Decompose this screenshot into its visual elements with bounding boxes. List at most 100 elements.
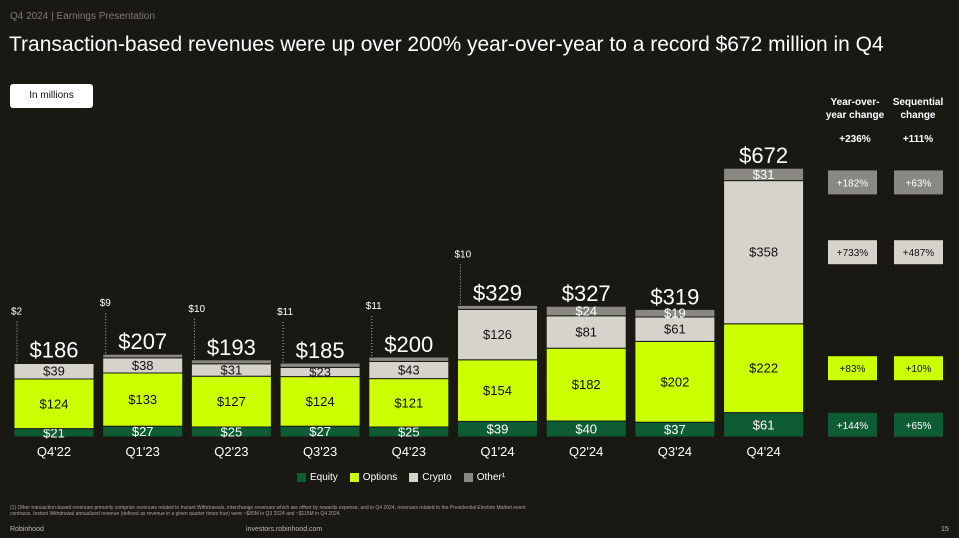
bar-segment-other — [723, 167, 805, 182]
legend-swatch — [349, 473, 359, 482]
slide-title: Transaction-based revenues were up over … — [9, 33, 884, 56]
data-label: $19 — [664, 306, 686, 321]
seq-value-equity: +65% — [906, 421, 932, 432]
bar-segment-other — [634, 308, 716, 318]
yoy-box-options — [828, 356, 877, 381]
data-label: $38 — [132, 358, 154, 373]
bar-segment-crypto — [545, 315, 627, 349]
yoy-value-crypto: +733% — [837, 248, 869, 259]
total-label: $329 — [473, 280, 522, 305]
bar-segment-other — [457, 304, 538, 310]
total-label: $319 — [650, 284, 699, 309]
chart-legend: Equity Options Crypto Other¹ — [297, 472, 505, 483]
x-tick-label: Q1'23 — [126, 444, 160, 459]
x-tick-label: Q3'24 — [658, 444, 692, 459]
data-label: $43 — [398, 363, 420, 378]
data-label: $31 — [753, 167, 775, 182]
data-label: $222 — [749, 361, 778, 376]
legend-item: Other¹ — [463, 472, 506, 483]
legend-label: Other¹ — [476, 472, 506, 483]
data-label: $154 — [483, 383, 512, 398]
x-tick-label: Q4'24 — [746, 444, 780, 459]
total-label: $193 — [207, 335, 256, 360]
legend-item: Options — [349, 472, 398, 483]
data-label: $40 — [575, 422, 597, 437]
bar-segment-other — [102, 353, 184, 359]
x-tick-label: Q2'24 — [569, 444, 603, 459]
data-label: $27 — [309, 424, 331, 439]
bar-segment-options — [723, 323, 805, 414]
x-tick-label: Q4'23 — [392, 444, 426, 459]
x-tick-label: Q3'23 — [303, 444, 337, 459]
data-label: $39 — [43, 364, 65, 379]
bar-segment-options — [102, 372, 184, 427]
yoy-box-other — [828, 170, 877, 195]
seq-header: Sequential change — [892, 97, 944, 121]
yoy-value-options: +83% — [840, 364, 866, 375]
bar-segment-other — [279, 362, 361, 368]
data-label: $23 — [309, 365, 331, 380]
other-callout-label: $11 — [366, 301, 382, 312]
yoy-value-other: +182% — [837, 178, 869, 189]
seq-box-crypto — [894, 240, 943, 265]
bar-segment-other — [13, 362, 95, 364]
bar-segment-other — [368, 356, 450, 362]
bar-segment-options — [545, 347, 627, 422]
seq-total: +111% — [903, 134, 933, 145]
data-label: $25 — [221, 425, 243, 440]
data-label: $27 — [132, 424, 154, 439]
other-callout-label: $11 — [277, 307, 293, 318]
data-label: $37 — [664, 422, 686, 437]
legend-label: Options — [362, 472, 398, 483]
data-label: $124 — [306, 394, 335, 409]
yoy-header: Year-over- year change — [825, 97, 885, 121]
bar-segment-equity — [723, 412, 805, 438]
data-label: $24 — [575, 304, 597, 319]
total-label: $185 — [296, 338, 345, 363]
data-label: $182 — [572, 377, 601, 392]
other-callout-label: $2 — [11, 307, 23, 318]
seq-box-options — [894, 356, 943, 381]
x-tick-label: Q2'23 — [214, 444, 248, 459]
bar-segment-options — [368, 378, 450, 428]
other-callout-label: $10 — [188, 304, 205, 315]
bar-segment-crypto — [723, 180, 805, 325]
yoy-value-equity: +144% — [837, 421, 869, 432]
legend-label: Equity — [310, 472, 338, 483]
page-number: 15 — [941, 526, 949, 533]
legend-swatch — [463, 473, 473, 482]
legend-swatch — [409, 473, 419, 482]
legend-item: Crypto — [409, 472, 452, 483]
data-label: $124 — [40, 396, 69, 411]
data-label: $81 — [575, 325, 597, 340]
bar-segment-other — [190, 359, 272, 365]
bar-segment-other — [545, 305, 627, 317]
total-label: $186 — [30, 338, 79, 363]
x-tick-label: Q1'24 — [480, 444, 514, 459]
data-label: $127 — [217, 394, 246, 409]
bar-segment-options — [190, 375, 272, 428]
units-label: In millions — [10, 84, 93, 108]
seq-value-options: +10% — [906, 364, 932, 375]
data-label: $25 — [398, 425, 420, 440]
yoy-box-equity — [828, 412, 877, 437]
bar-segment-options — [634, 340, 716, 423]
bar-segment-options — [279, 376, 361, 427]
data-label: $133 — [128, 392, 157, 407]
x-tick-label: Q4'22 — [37, 444, 71, 459]
legend-item: Equity — [297, 472, 338, 483]
footnote: (1) Other transaction-based revenues pri… — [10, 505, 526, 517]
other-callout-label: $10 — [455, 249, 472, 260]
yoy-total: +236% — [839, 134, 871, 145]
brand-logo: Robinhood — [10, 526, 44, 533]
bar-segment-crypto — [457, 308, 538, 361]
data-label: $358 — [749, 245, 778, 260]
data-label: $39 — [487, 422, 509, 437]
total-label: $327 — [562, 281, 611, 306]
data-label: $31 — [221, 363, 243, 378]
seq-value-other: +63% — [906, 178, 932, 189]
seq-value-crypto: +487% — [903, 248, 935, 259]
total-label: $672 — [739, 143, 788, 168]
data-label: $121 — [394, 395, 423, 410]
